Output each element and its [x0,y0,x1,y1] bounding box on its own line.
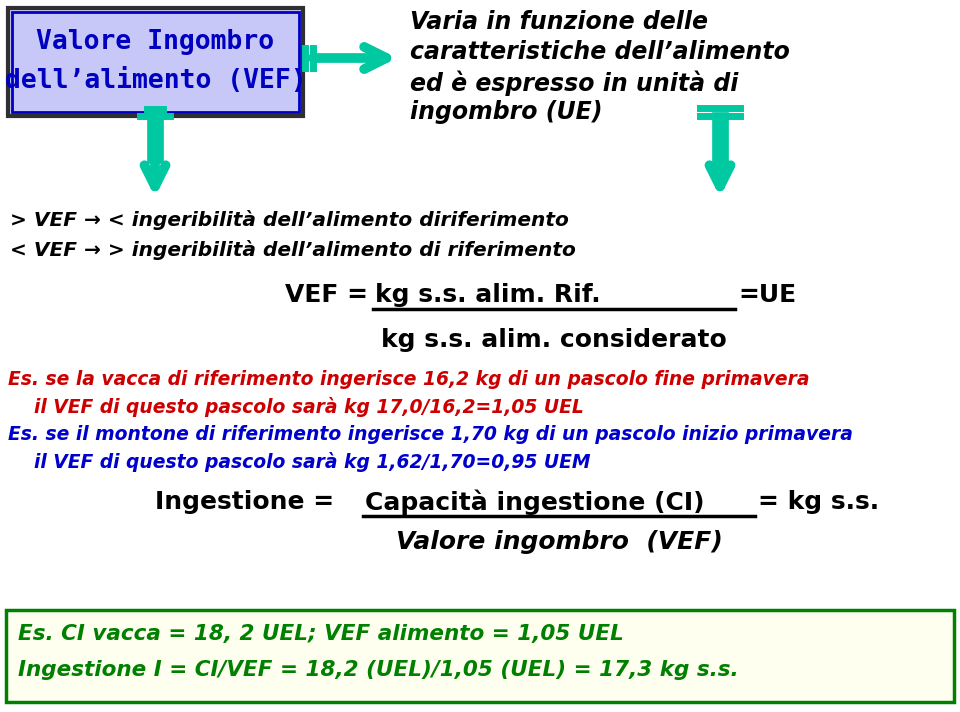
Text: = kg s.s.: = kg s.s. [758,490,879,514]
Text: Ingestione =: Ingestione = [155,490,343,514]
Text: < VEF → > ingeribilità dell’alimento di riferimento: < VEF → > ingeribilità dell’alimento di … [10,240,576,260]
Text: dell’alimento (VEF): dell’alimento (VEF) [5,68,306,94]
Text: Es. se la vacca di riferimento ingerisce 16,2 kg di un pascolo fine primavera: Es. se la vacca di riferimento ingerisce… [8,370,809,389]
Text: kg s.s. alim. considerato: kg s.s. alim. considerato [381,328,727,352]
Text: Es. CI vacca = 18, 2 UEL; VEF alimento = 1,05 UEL: Es. CI vacca = 18, 2 UEL; VEF alimento =… [18,624,624,644]
FancyBboxPatch shape [6,610,954,702]
Text: ed è espresso in unità di: ed è espresso in unità di [410,70,738,95]
Text: ingombro (UE): ingombro (UE) [410,100,603,124]
Text: Varia in funzione delle: Varia in funzione delle [410,10,708,34]
FancyBboxPatch shape [12,12,299,112]
Text: Valore ingombro  (VEF): Valore ingombro (VEF) [396,530,722,554]
Text: il VEF di questo pascolo sarà kg 1,62/1,70=0,95 UEM: il VEF di questo pascolo sarà kg 1,62/1,… [8,452,590,472]
Text: > VEF → < ingeribilità dell’alimento diriferimento: > VEF → < ingeribilità dell’alimento dir… [10,210,569,230]
Text: Capacità ingestione (CI): Capacità ingestione (CI) [365,489,705,515]
Text: caratteristiche dell’alimento: caratteristiche dell’alimento [410,40,790,64]
Text: Valore Ingombro: Valore Ingombro [36,29,275,55]
Text: VEF =: VEF = [285,283,376,307]
FancyBboxPatch shape [8,8,303,116]
Text: Ingestione I = CI/VEF = 18,2 (UEL)/1,05 (UEL) = 17,3 kg s.s.: Ingestione I = CI/VEF = 18,2 (UEL)/1,05 … [18,660,738,680]
Text: Es. se il montone di riferimento ingerisce 1,70 kg di un pascolo inizio primaver: Es. se il montone di riferimento ingeris… [8,425,852,444]
Text: il VEF di questo pascolo sarà kg 17,0/16,2=1,05 UEL: il VEF di questo pascolo sarà kg 17,0/16… [8,397,584,417]
Text: =UE: =UE [738,283,796,307]
Text: kg s.s. alim. Rif.: kg s.s. alim. Rif. [375,283,601,307]
